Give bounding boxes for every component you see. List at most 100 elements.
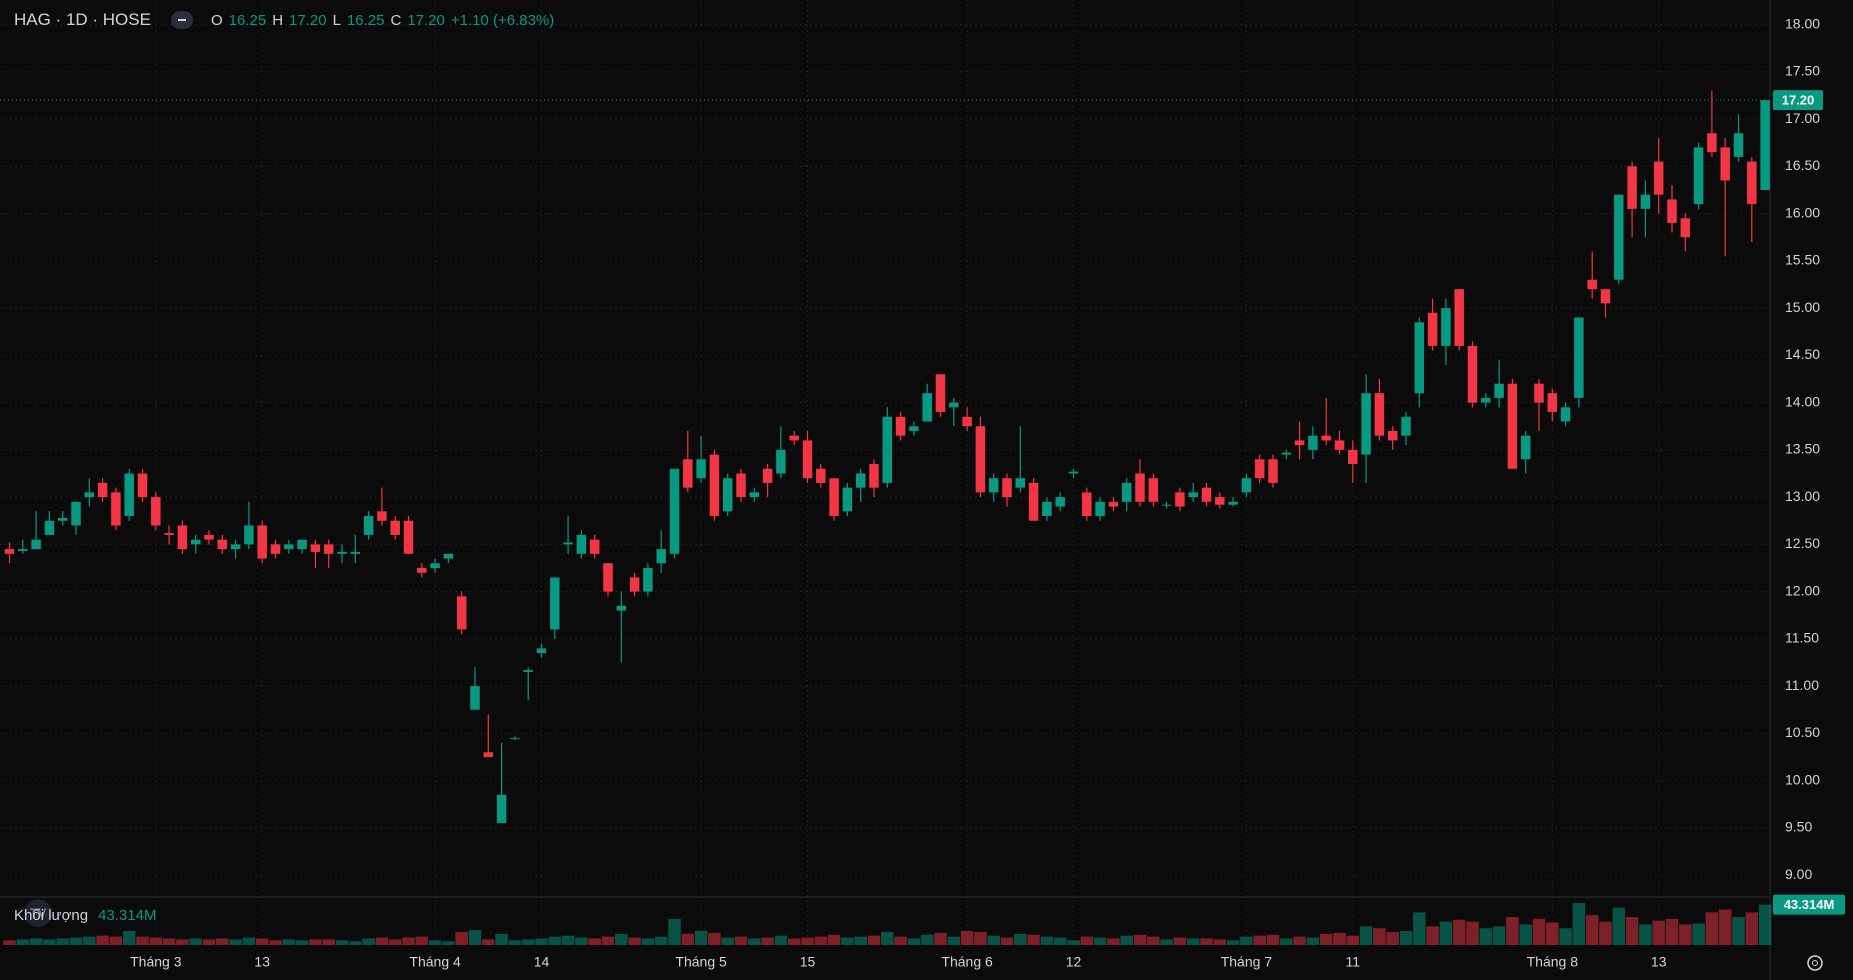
candle-body	[1693, 147, 1704, 205]
candle-body	[257, 525, 267, 559]
volume-bar	[1373, 928, 1386, 945]
candle-body	[97, 482, 108, 498]
volume-bar	[1306, 937, 1320, 945]
volume-bar	[1506, 917, 1519, 945]
candle-body	[1414, 322, 1425, 394]
volume-bar	[867, 935, 881, 945]
volume-bar	[1213, 939, 1227, 945]
volume-bar	[1160, 939, 1173, 945]
volume-bar	[1147, 936, 1160, 945]
volume-bar	[1718, 909, 1732, 945]
volume-bar	[428, 940, 442, 945]
candle-body	[1148, 478, 1159, 502]
candle-body	[722, 478, 733, 512]
candle-body	[190, 539, 201, 545]
volume-bar	[1612, 907, 1626, 945]
volume-bar	[548, 936, 562, 945]
candle-body	[337, 551, 347, 554]
y-tick-label: 12.50	[1785, 535, 1820, 551]
candle-body	[1733, 133, 1744, 157]
candle-body	[789, 435, 799, 441]
candle-body	[177, 525, 188, 550]
c-value: 17.20	[407, 11, 445, 29]
candle-body	[377, 511, 387, 521]
y-tick-label: 16.50	[1785, 157, 1820, 173]
volume-bar	[1519, 924, 1532, 945]
y-tick-label: 14.00	[1785, 393, 1820, 409]
volume-bar	[628, 937, 641, 945]
candle-body	[4, 549, 15, 554]
candle-body	[1467, 345, 1478, 403]
volume-bar	[1240, 936, 1253, 945]
volume-bar	[269, 940, 282, 945]
volume-bar	[1346, 935, 1360, 945]
candle-body	[616, 605, 627, 611]
candle-body	[1095, 501, 1105, 517]
candle-body	[523, 670, 533, 672]
volume-bar	[708, 932, 721, 945]
volume-bar	[841, 937, 854, 945]
y-tick-label: 16.00	[1785, 204, 1820, 220]
volume-bar	[1439, 921, 1453, 945]
volume-bar	[960, 931, 974, 945]
y-tick-label: 9.50	[1785, 819, 1812, 835]
candle-body	[776, 449, 786, 474]
candle-body	[589, 539, 600, 554]
x-tick-label: 14	[534, 954, 550, 970]
volume-bar	[162, 938, 176, 945]
volume-bar	[1027, 934, 1040, 945]
collapse-button[interactable]	[170, 11, 193, 29]
candle-body	[1374, 393, 1385, 436]
settings-icon[interactable]	[1807, 955, 1823, 971]
volume-legend: Khối lượng 43.314M	[14, 907, 156, 924]
volume-bar	[1173, 937, 1187, 945]
candle-body	[1294, 440, 1305, 446]
candle-body	[736, 473, 746, 498]
candle-body	[456, 596, 467, 630]
volume-bar	[43, 939, 56, 945]
volume-bar	[495, 933, 508, 945]
candle-body	[1348, 449, 1358, 465]
volume-bar	[575, 937, 588, 945]
candle-body	[443, 553, 454, 559]
volume-bar	[1679, 924, 1692, 945]
candle-body	[71, 501, 81, 526]
volume-bar	[561, 935, 575, 945]
candle-body	[1254, 459, 1265, 479]
volume-bar	[920, 934, 934, 945]
candle-body	[1507, 383, 1518, 469]
volume-bar	[1053, 937, 1067, 945]
candle-body	[869, 464, 879, 488]
volume-bar	[295, 940, 309, 945]
candle-body	[696, 459, 706, 479]
candle-body	[1082, 492, 1092, 517]
candle-body	[1600, 289, 1611, 304]
candle-body	[1161, 504, 1172, 506]
h-value: 17.20	[289, 11, 327, 29]
volume-bar	[1479, 928, 1493, 945]
candle-body	[935, 374, 946, 413]
volume-bar	[455, 931, 468, 945]
volume-bar	[987, 935, 1000, 945]
candle-body	[417, 567, 427, 573]
candle-body	[829, 478, 839, 517]
candle-body	[1454, 289, 1464, 346]
candle-body	[1121, 482, 1132, 502]
volume-bar	[202, 939, 216, 945]
volume-bar	[1014, 933, 1027, 945]
candle-body	[1228, 501, 1238, 505]
candle-body	[390, 520, 400, 535]
volume-bar	[1625, 917, 1639, 945]
candle-body	[1135, 473, 1145, 502]
volume-bar	[1452, 919, 1466, 945]
volume-bar	[1093, 937, 1107, 945]
volume-bar	[1466, 921, 1479, 945]
legend: HAG · 1D · HOSE O 16.25 H 17.20 L 16.25 C 17…	[14, 10, 554, 30]
y-tick-label: 15.00	[1785, 299, 1820, 315]
volume-bar	[1639, 924, 1652, 945]
volume-bar	[668, 918, 681, 945]
volume-bar	[189, 938, 202, 945]
volume-bar	[1107, 938, 1120, 945]
